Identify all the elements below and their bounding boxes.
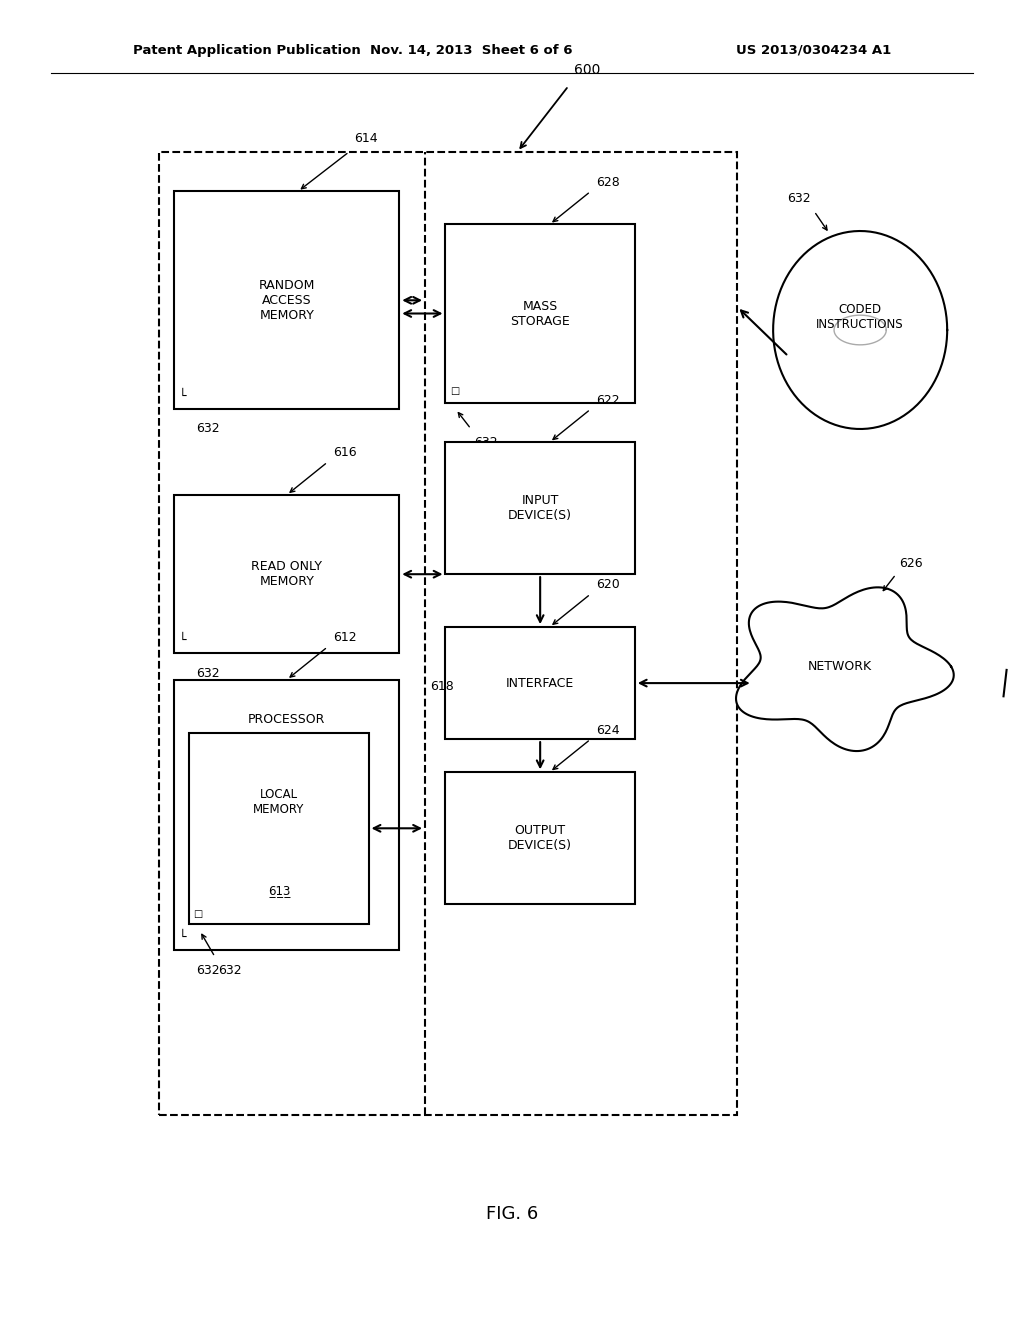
- Polygon shape: [773, 231, 947, 429]
- Text: 6̲1̲3̲: 6̲1̲3̲: [268, 884, 290, 898]
- Polygon shape: [736, 587, 953, 751]
- Text: LOCAL
MEMORY: LOCAL MEMORY: [253, 788, 305, 816]
- Text: CODED
INSTRUCTIONS: CODED INSTRUCTIONS: [816, 302, 904, 331]
- Text: 626: 626: [899, 557, 923, 570]
- Text: 616: 616: [333, 446, 356, 459]
- FancyBboxPatch shape: [445, 442, 635, 574]
- Text: 632: 632: [218, 964, 242, 977]
- Text: └: └: [179, 389, 186, 403]
- Text: INTERFACE: INTERFACE: [506, 677, 574, 689]
- Text: OUTPUT
DEVICE(S): OUTPUT DEVICE(S): [508, 824, 572, 853]
- Text: 632: 632: [197, 422, 220, 436]
- Text: Nov. 14, 2013  Sheet 6 of 6: Nov. 14, 2013 Sheet 6 of 6: [370, 44, 572, 57]
- Text: 624: 624: [596, 723, 620, 737]
- Text: 628: 628: [596, 176, 620, 189]
- FancyBboxPatch shape: [445, 224, 635, 403]
- Text: Patent Application Publication: Patent Application Publication: [133, 44, 360, 57]
- Text: 632: 632: [197, 964, 220, 977]
- Text: READ ONLY
MEMORY: READ ONLY MEMORY: [251, 560, 323, 589]
- Text: └: └: [179, 931, 186, 944]
- Text: PROCESSOR: PROCESSOR: [248, 713, 326, 726]
- FancyBboxPatch shape: [445, 772, 635, 904]
- Text: 614: 614: [354, 132, 378, 145]
- Text: US 2013/0304234 A1: US 2013/0304234 A1: [735, 44, 891, 57]
- Text: □: □: [451, 385, 460, 396]
- FancyBboxPatch shape: [174, 680, 399, 950]
- Text: FIG. 6: FIG. 6: [485, 1205, 539, 1224]
- Text: 600: 600: [573, 62, 600, 77]
- Text: NETWORK: NETWORK: [808, 660, 871, 673]
- FancyBboxPatch shape: [445, 627, 635, 739]
- Text: 632: 632: [787, 191, 811, 205]
- Text: 612: 612: [333, 631, 356, 644]
- FancyBboxPatch shape: [174, 191, 399, 409]
- FancyBboxPatch shape: [189, 733, 369, 924]
- Text: 622: 622: [596, 393, 620, 407]
- Text: INPUT
DEVICE(S): INPUT DEVICE(S): [508, 494, 572, 523]
- Text: 632: 632: [474, 436, 498, 449]
- Text: □: □: [194, 908, 203, 919]
- Text: 632: 632: [197, 667, 220, 680]
- Text: 618: 618: [430, 680, 454, 693]
- Text: 620: 620: [596, 578, 620, 591]
- FancyBboxPatch shape: [174, 495, 399, 653]
- Text: MASS
STORAGE: MASS STORAGE: [510, 300, 570, 327]
- Text: RANDOM
ACCESS
MEMORY: RANDOM ACCESS MEMORY: [258, 279, 315, 322]
- Text: └: └: [179, 634, 186, 647]
